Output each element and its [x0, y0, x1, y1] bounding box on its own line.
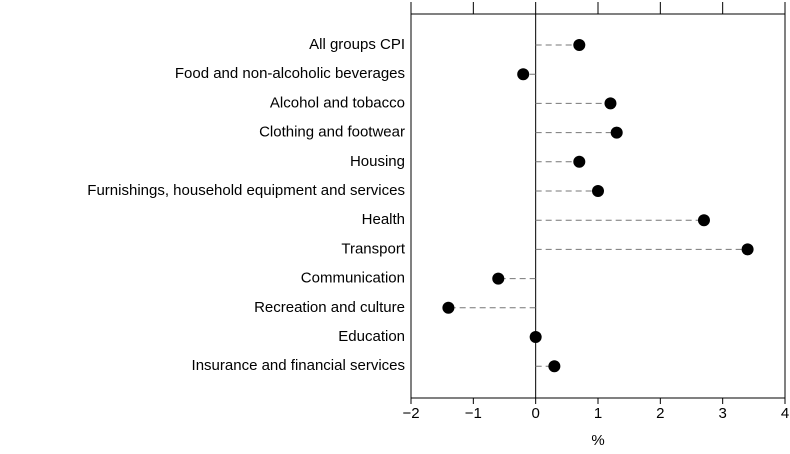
- dot: [442, 301, 455, 314]
- dot: [548, 360, 561, 373]
- y-tick-label: Housing: [350, 153, 405, 170]
- y-tick-label: Furnishings, household equipment and ser…: [87, 182, 405, 199]
- dot: [697, 214, 710, 227]
- x-axis-label: %: [591, 432, 604, 449]
- dot: [492, 272, 505, 285]
- x-tick-label: −2: [402, 405, 419, 422]
- dot: [573, 39, 586, 51]
- dot: [573, 155, 586, 168]
- dot: [517, 68, 530, 81]
- x-tick-label: 3: [718, 405, 726, 422]
- y-tick-label: Communication: [301, 270, 405, 287]
- x-tick-label: 4: [781, 405, 789, 422]
- y-tick-label: Alcohol and tobacco: [270, 94, 405, 111]
- dot: [610, 126, 623, 139]
- y-tick-label: Recreation and culture: [254, 299, 405, 316]
- x-tick-label: 2: [656, 405, 664, 422]
- y-tick-label: Food and non-alcoholic beverages: [175, 65, 405, 82]
- y-tick-label: Clothing and footwear: [259, 124, 405, 141]
- y-tick-label: Education: [338, 328, 405, 345]
- dot: [604, 97, 617, 110]
- dot: [592, 185, 604, 197]
- plot-frame: [410, 13, 786, 399]
- y-tick-label: Insurance and financial services: [192, 357, 405, 374]
- y-tick-label: Transport: [341, 240, 405, 257]
- dot: [741, 243, 754, 256]
- x-tick-label: −1: [465, 405, 482, 422]
- x-tick-label: 1: [594, 405, 602, 422]
- y-tick-label: All groups CPI: [309, 36, 405, 53]
- x-tick-label: 0: [531, 405, 539, 422]
- y-tick-label: Health: [362, 211, 405, 228]
- dot: [529, 331, 542, 343]
